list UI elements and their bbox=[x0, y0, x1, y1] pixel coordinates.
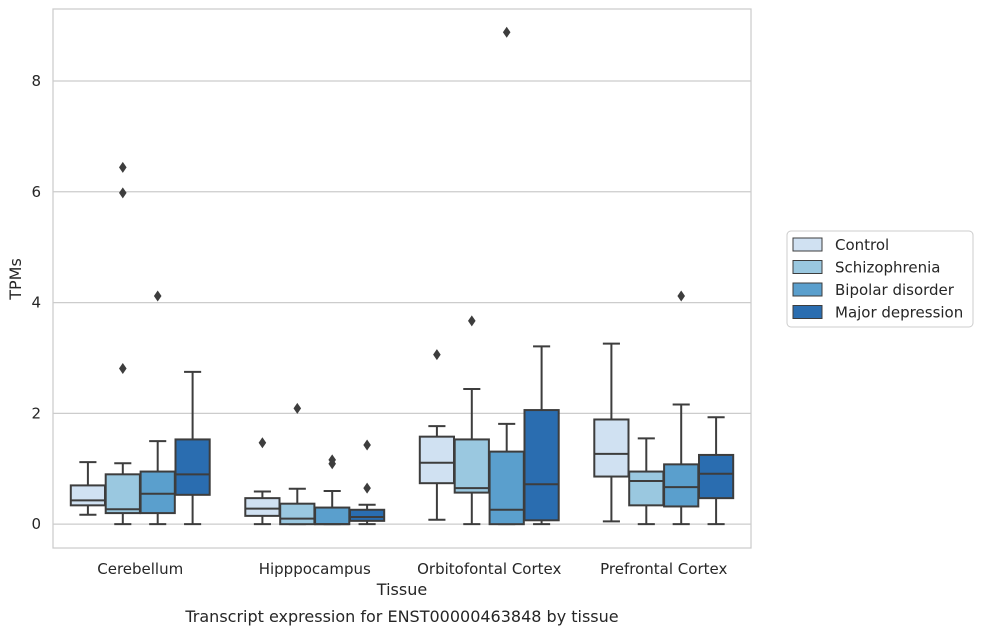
box-iqr bbox=[663, 463, 700, 508]
y-tick-label: 4 bbox=[31, 294, 41, 312]
outlier-point bbox=[677, 290, 685, 302]
box-schizophrenia bbox=[628, 437, 665, 526]
box-groups bbox=[69, 26, 735, 526]
box-iqr bbox=[69, 484, 107, 507]
gridlines bbox=[53, 80, 751, 525]
outlier-point bbox=[119, 363, 127, 375]
box-major-depression bbox=[174, 370, 211, 526]
box-major-depression bbox=[697, 416, 735, 526]
box-iqr bbox=[453, 438, 490, 494]
outlier-point bbox=[328, 454, 336, 466]
outlier-point bbox=[119, 187, 127, 199]
y-axis-label: TPMs bbox=[6, 258, 25, 301]
box-bipolar-disorder bbox=[663, 290, 700, 526]
box-major-depression bbox=[523, 345, 560, 526]
box-iqr bbox=[523, 409, 560, 522]
x-tick-label: Prefrontal Cortex bbox=[600, 560, 727, 578]
box-control bbox=[69, 461, 107, 516]
box-iqr bbox=[174, 438, 211, 496]
x-axis-ticks: Cerebellum Hipppocampus Orbitofontal Corte… bbox=[97, 560, 727, 578]
y-tick-label: 2 bbox=[31, 404, 41, 422]
y-axis-ticks: 0 2 4 6 8 bbox=[31, 72, 41, 533]
legend-label: Major depression bbox=[835, 304, 963, 322]
outlier-point bbox=[293, 402, 302, 414]
box-bipolar-disorder bbox=[139, 290, 176, 526]
box-iqr bbox=[348, 508, 386, 522]
outlier-point bbox=[363, 439, 371, 451]
legend-swatch bbox=[792, 237, 823, 252]
chart-caption: Transcript expression for ENST0000046384… bbox=[184, 607, 618, 626]
box-iqr bbox=[628, 470, 665, 507]
box-iqr bbox=[314, 506, 351, 526]
legend-swatch bbox=[792, 305, 823, 319]
y-tick-label: 6 bbox=[31, 183, 41, 201]
box-control bbox=[418, 349, 456, 521]
box-major-depression bbox=[348, 439, 386, 526]
y-tick-label: 8 bbox=[31, 72, 41, 90]
box-iqr bbox=[488, 450, 525, 526]
outlier-point bbox=[363, 482, 371, 494]
box-iqr bbox=[697, 453, 735, 500]
box-iqr bbox=[593, 418, 630, 478]
plot-frame bbox=[52, 8, 752, 549]
box-iqr bbox=[104, 473, 141, 515]
y-tick-label: 0 bbox=[31, 515, 41, 533]
outlier-point bbox=[468, 315, 476, 327]
legend-swatch bbox=[792, 260, 823, 274]
x-axis-label: Tissue bbox=[376, 580, 427, 599]
outlier-point bbox=[258, 437, 267, 449]
outlier-point bbox=[153, 290, 162, 302]
plot-area bbox=[53, 9, 751, 548]
outlier-point bbox=[119, 161, 127, 173]
outlier-point bbox=[502, 26, 511, 38]
legend-label: Bipolar disorder bbox=[835, 281, 955, 299]
box-iqr bbox=[139, 470, 176, 515]
legend-label: Schizophrenia bbox=[835, 259, 940, 277]
x-tick-label: Hipppocampus bbox=[259, 560, 371, 578]
box-iqr bbox=[279, 502, 316, 526]
box-iqr bbox=[244, 497, 281, 517]
x-tick-label: Orbitofontal Cortex bbox=[417, 560, 561, 578]
outlier-point bbox=[433, 349, 441, 361]
box-control bbox=[593, 342, 630, 523]
legend: Control Schizophrenia Bipolar disorder Majo… bbox=[786, 230, 974, 328]
box-control bbox=[244, 437, 281, 526]
x-tick-label: Cerebellum bbox=[97, 560, 183, 578]
box-iqr bbox=[418, 435, 456, 485]
legend-frame bbox=[786, 230, 974, 328]
legend-label: Control bbox=[835, 236, 889, 254]
legend-swatch bbox=[792, 282, 823, 297]
